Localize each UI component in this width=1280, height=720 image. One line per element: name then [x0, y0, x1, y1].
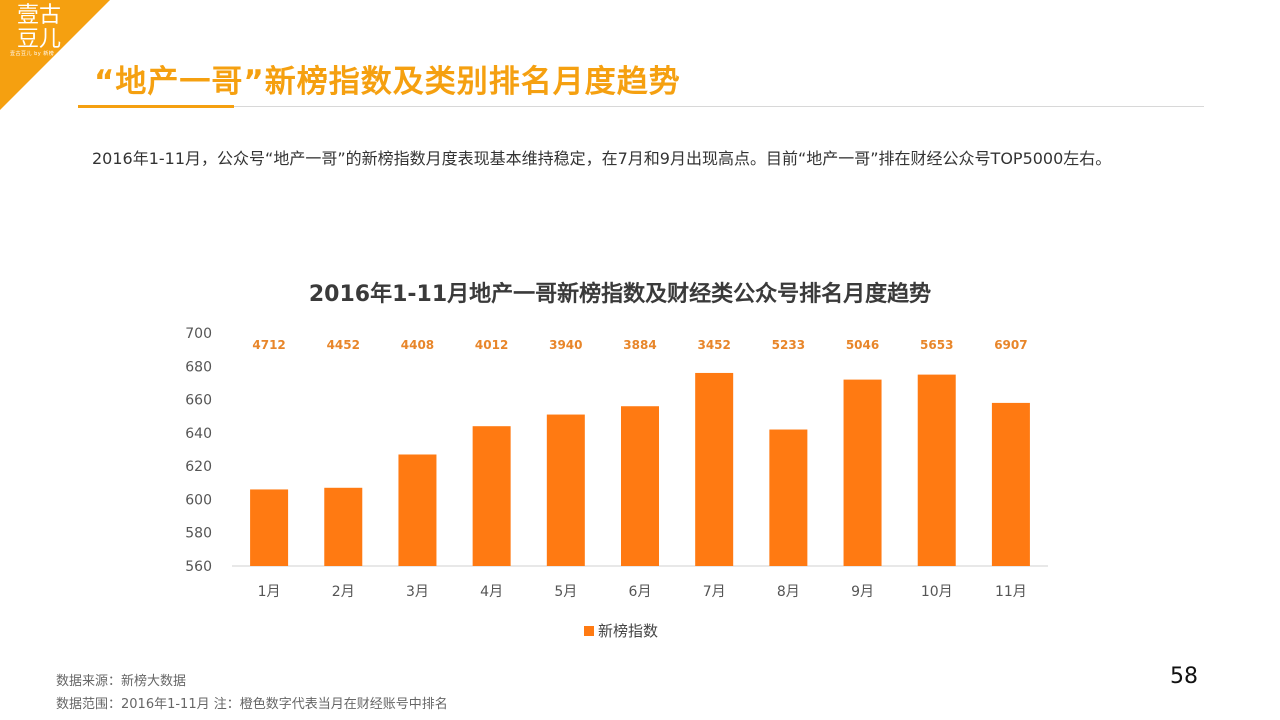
y-tick-label: 640	[185, 426, 212, 442]
x-tick-label: 4月	[480, 584, 503, 600]
y-tick-label: 600	[185, 492, 212, 508]
bar	[398, 454, 437, 566]
data-range-line: 数据范围：2016年1-11月 注：橙色数字代表当月在财经账号中排名	[56, 697, 448, 712]
page-number: 58	[1170, 664, 1198, 689]
rank-label: 3452	[697, 338, 730, 352]
rank-label: 4408	[401, 338, 434, 352]
legend-swatch	[584, 625, 594, 636]
legend-label: 新榜指数	[598, 622, 659, 640]
data-source-line: 数据来源：新榜大数据	[56, 674, 187, 689]
y-tick-label: 620	[185, 459, 212, 475]
data-source-note: 数据来源：新榜大数据 数据范围：2016年1-11月 注：橙色数字代表当月在财经…	[56, 670, 448, 716]
x-tick-label: 8月	[777, 584, 800, 600]
y-tick-label: 660	[185, 393, 212, 409]
bar	[324, 487, 363, 566]
title-divider-accent	[78, 105, 234, 108]
y-tick-label: 560	[185, 559, 212, 575]
rank-label: 5653	[920, 338, 953, 352]
brand-logo-text: 壹古豆儿	[16, 3, 61, 52]
x-tick-label: 2月	[332, 584, 355, 600]
rank-label: 5046	[846, 338, 879, 352]
x-tick-label: 1月	[258, 584, 281, 600]
slide-title: “地产一哥”新榜指数及类别排名月度趋势	[94, 64, 681, 100]
bar	[917, 374, 956, 566]
bar	[546, 414, 585, 566]
corner-decoration	[0, 0, 110, 110]
summary-text: 2016年1-11月，公众号“地产一哥”的新榜指数月度表现基本维持稳定，在7月和…	[92, 149, 1112, 168]
x-tick-label: 9月	[851, 584, 874, 600]
brand-logo: 壹古豆儿	[14, 4, 64, 52]
bar	[695, 372, 734, 566]
bar	[769, 429, 808, 566]
y-tick-label: 700	[185, 326, 212, 342]
chart-legend: 新榜指数	[584, 620, 658, 641]
rank-label: 6907	[994, 338, 1027, 352]
rank-label: 3884	[623, 338, 656, 352]
rank-label: 4712	[252, 338, 285, 352]
bar	[991, 402, 1030, 566]
rank-label: 3940	[549, 338, 582, 352]
y-tick-label: 680	[185, 359, 212, 375]
x-tick-label: 11月	[995, 584, 1027, 600]
brand-logo-subtext: 壹古豆儿 by 新榜	[10, 51, 55, 57]
x-tick-label: 10月	[921, 584, 953, 600]
x-tick-label: 5月	[554, 584, 577, 600]
x-tick-label: 3月	[406, 584, 429, 600]
title-divider	[78, 106, 1204, 107]
bar	[472, 426, 511, 566]
bar	[250, 489, 289, 566]
rank-label: 4452	[327, 338, 360, 352]
x-tick-label: 6月	[629, 584, 652, 600]
bar	[621, 406, 659, 566]
chart-title: 2016年1-11月地产一哥新榜指数及财经类公众号排名月度趋势	[308, 282, 932, 307]
rank-label: 4012	[475, 338, 508, 352]
bar	[843, 379, 882, 566]
y-tick-label: 580	[185, 526, 212, 542]
x-tick-label: 7月	[703, 584, 726, 600]
rank-label: 5233	[772, 338, 805, 352]
